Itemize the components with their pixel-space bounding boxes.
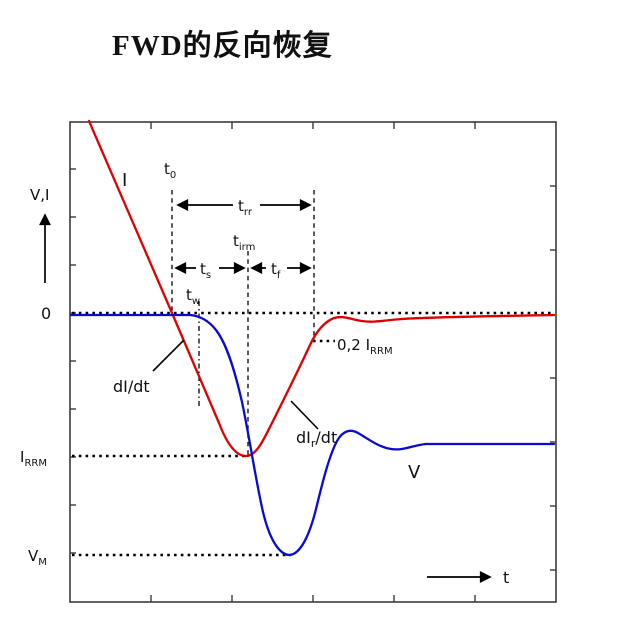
irrm-label: IRRM [20,448,47,469]
dirdt-pointer-line [290,400,319,430]
tf-label: tf [271,260,281,281]
voltage-curve [69,313,556,557]
plot-frame [69,121,557,603]
tw-label: tw [186,286,200,307]
zero-label: 0 [41,304,51,323]
y-axis-label: V,I [30,186,49,204]
axis-ticks-right [550,185,556,571]
axis-ticks-left [70,168,76,554]
tf-label-bg [266,258,287,277]
axis-ticks-top [150,122,476,129]
didt-pointer-line [152,339,185,372]
ts-label-bg [196,258,219,277]
trr-label-bg [233,195,260,214]
t0-label: t0 [164,160,176,181]
current-curve-label: I [122,170,127,191]
figure-title: FWD的反向恢复 [112,30,333,62]
irrm02-label: 0,2 IRRM [337,336,393,357]
vm-label: VM [28,547,47,568]
tirm-label: tirm [233,232,255,253]
didt-label: dI/dt [113,377,150,396]
dirdt-label: dIr/dt [296,428,337,450]
ts-label: ts [200,260,211,281]
voltage-curve-label: V [408,462,421,483]
axis-ticks-bottom [150,595,476,602]
current-curve [87,119,556,458]
trr-label: trr [238,197,253,218]
t-axis-label: t [503,568,509,587]
